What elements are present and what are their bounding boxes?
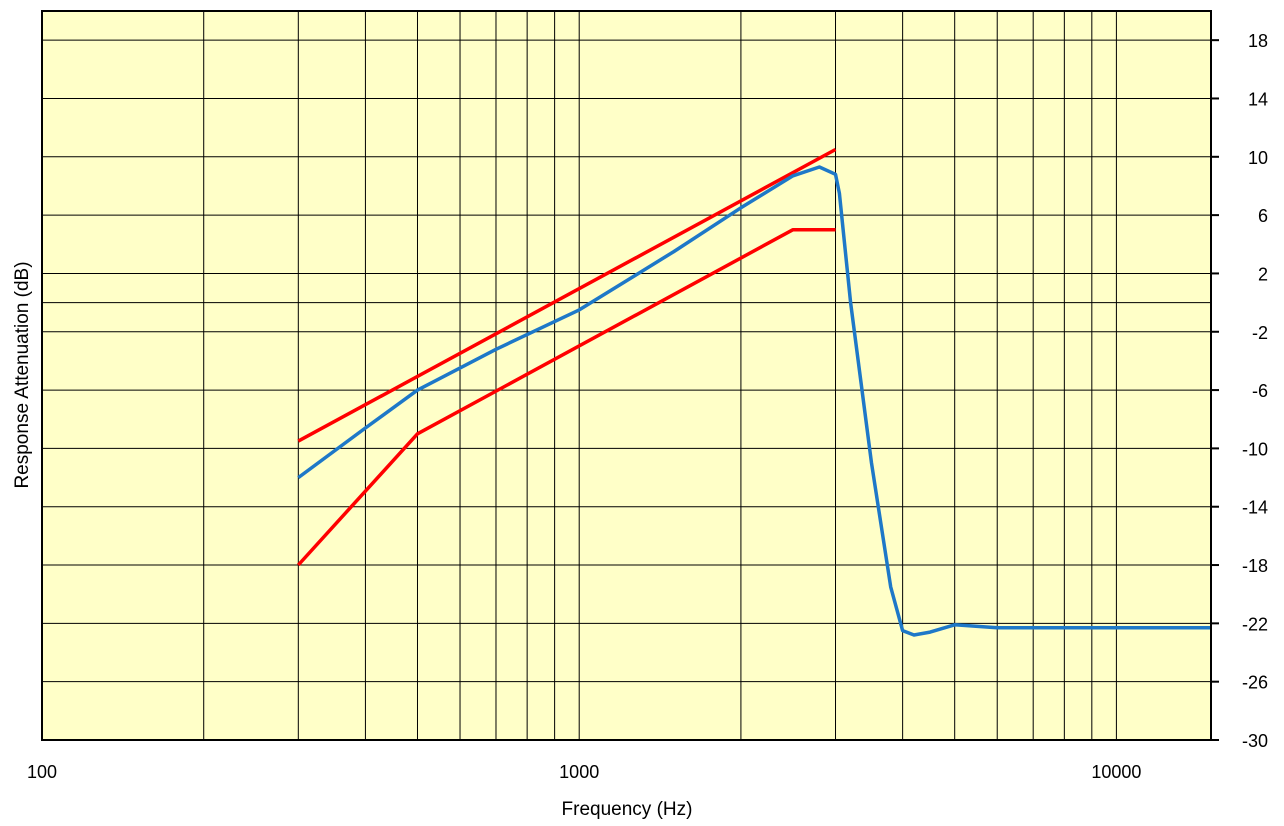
y-tick-label: -6 [1252,381,1268,401]
x-axis-label: Frequency (Hz) [562,799,693,820]
y-tick-label: -26 [1242,673,1268,693]
y-tick-label: 6 [1258,206,1268,226]
series-layer [297,147,1211,637]
plot-area [42,11,1211,740]
x-tick-label: 1000 [559,762,599,782]
y-tick-label: -10 [1242,439,1268,459]
grid-lines [42,11,1211,740]
series-line-2 [297,227,836,567]
y-tick-label: -2 [1252,323,1268,343]
y-tick-label: 14 [1248,89,1268,109]
y-tick-label: 18 [1248,31,1268,51]
y-tick-label: -14 [1242,498,1268,518]
y-tick-label: -22 [1242,614,1268,634]
y-tick-label: -30 [1242,731,1268,751]
series-line-3 [297,165,1211,637]
y-tick-label: 2 [1258,264,1268,284]
plot-frame [41,10,1212,741]
y-tick-label: 10 [1248,148,1268,168]
y-axis-label: Response Attenuation (dB) [12,261,33,488]
y-tick-label: -18 [1242,556,1268,576]
series-line-1 [297,147,837,443]
x-tick-label: 10000 [1091,762,1141,782]
x-tick-labels: 100 1000 10000 [27,762,1141,782]
x-tick-label: 100 [27,762,57,782]
